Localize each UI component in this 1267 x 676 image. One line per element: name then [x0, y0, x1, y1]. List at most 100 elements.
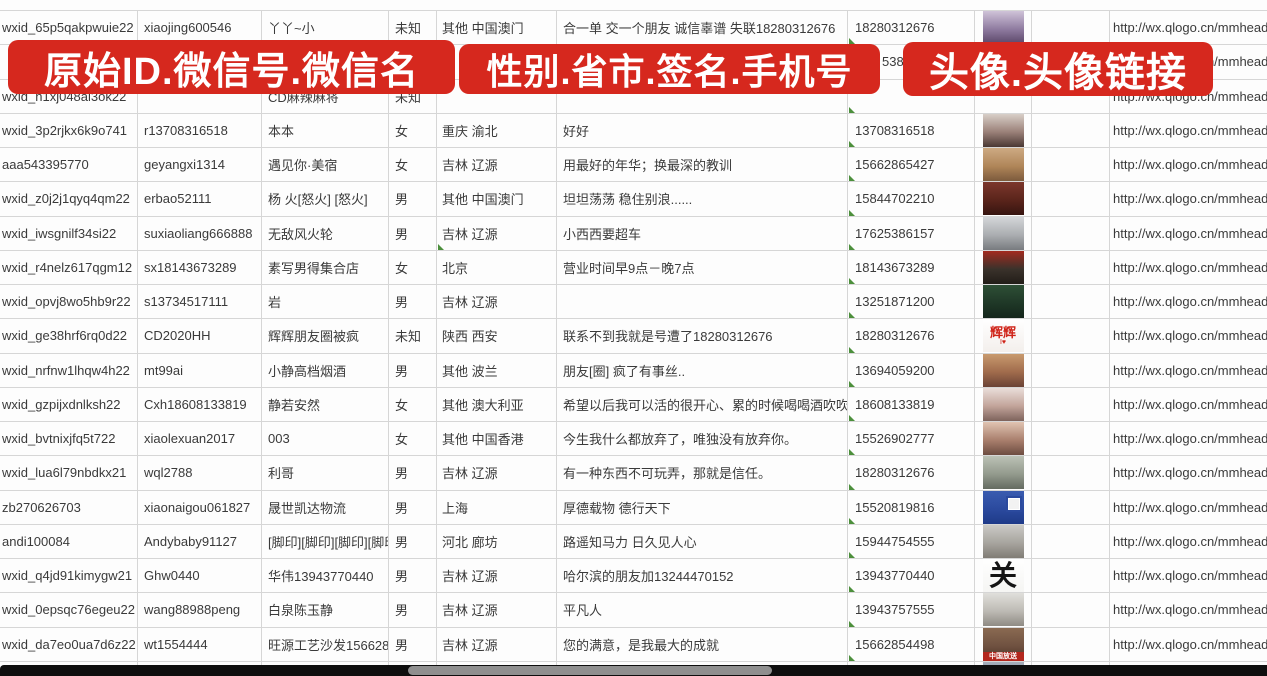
region-cell[interactable]	[437, 79, 557, 113]
spacer-cell[interactable]	[1032, 11, 1110, 45]
region-cell[interactable]: 吉林 辽源	[437, 285, 557, 319]
nickname-cell[interactable]: 本本	[262, 113, 389, 147]
region-cell[interactable]: 其他 中国澳门	[437, 182, 557, 216]
wechat-id-cell[interactable]: CD2020HH	[138, 319, 262, 353]
spacer-cell[interactable]	[1032, 319, 1110, 353]
signature-cell[interactable]: 坦坦荡荡 稳住别浪......	[557, 182, 848, 216]
phone-cell[interactable]: 13694059200	[848, 353, 975, 387]
avatar-link-cell[interactable]: http://wx.qlogo.cn/mmhead	[1113, 225, 1267, 241]
spacer-cell[interactable]	[1032, 524, 1110, 558]
gender-cell[interactable]: 男	[389, 559, 437, 593]
region-cell[interactable]: 吉林 辽源	[437, 148, 557, 182]
gender-cell[interactable]: 男	[389, 627, 437, 661]
nickname-cell[interactable]: 晟世凯达物流	[262, 490, 389, 524]
phone-cell[interactable]: 13251871200	[848, 285, 975, 319]
gender-cell[interactable]: 未知	[389, 319, 437, 353]
signature-cell[interactable]: 有一种东西不可玩弄，那就是信任。	[557, 456, 848, 490]
spacer-cell[interactable]	[1032, 353, 1110, 387]
avatar-link-cell[interactable]: http://wx.qlogo.cn/mmhead	[1113, 259, 1267, 275]
signature-cell[interactable]: 哈尔滨的朋友加13244470152	[557, 559, 848, 593]
spacer-cell[interactable]	[1032, 593, 1110, 627]
phone-cell[interactable]: 13943770440	[848, 559, 975, 593]
avatar-link-cell[interactable]: http://wx.qlogo.cn/mmhead	[1113, 191, 1267, 207]
wechat-id-cell[interactable]: erbao52111	[138, 182, 262, 216]
gender-cell[interactable]: 男	[389, 285, 437, 319]
wxid-cell[interactable]: wxid_z0j2j1qyq4qm22	[0, 182, 138, 216]
avatar-cell[interactable]	[975, 11, 1032, 45]
avatar-link-cell[interactable]: http://wx.qlogo.cn/mmhead	[1113, 568, 1267, 584]
nickname-cell[interactable]: 无敌风火轮	[262, 216, 389, 250]
avatar-link-cell[interactable]: http://wx.qlogo.cn/mmhead	[1113, 396, 1267, 412]
signature-cell[interactable]: 厚德载物 德行天下	[557, 490, 848, 524]
wxid-cell[interactable]: wxid_65p5qakpwuie22	[0, 11, 138, 45]
nickname-cell[interactable]: 遇见你·美宿	[262, 148, 389, 182]
nickname-cell[interactable]: 小静高档烟酒	[262, 353, 389, 387]
phone-cell[interactable]: 17625386157	[848, 216, 975, 250]
gender-cell[interactable]: 男	[389, 490, 437, 524]
wxid-cell[interactable]: andi100084	[0, 524, 138, 558]
nickname-cell[interactable]: [脚印][脚印][脚印][脚印][脚印]	[262, 524, 389, 558]
nickname-cell[interactable]: 静若安然	[262, 387, 389, 421]
avatar-cell[interactable]: 辉辉 I♥	[975, 319, 1032, 353]
wechat-id-cell[interactable]: Ghw0440	[138, 559, 262, 593]
signature-cell[interactable]: 朋友[圈] 疯了有事丝..	[557, 353, 848, 387]
phone-cell[interactable]: 18143673289	[848, 250, 975, 284]
wechat-id-cell[interactable]: xiaojing600546	[138, 11, 262, 45]
wxid-cell[interactable]: wxid_nrfnw1lhqw4h22	[0, 353, 138, 387]
region-cell[interactable]: 吉林 辽源	[437, 456, 557, 490]
spacer-cell[interactable]	[1032, 456, 1110, 490]
avatar-cell[interactable]: 关	[975, 559, 1032, 593]
gender-cell[interactable]: 男	[389, 593, 437, 627]
wechat-id-cell[interactable]: wql2788	[138, 456, 262, 490]
nickname-cell[interactable]: 旺源工艺沙发15662854	[262, 627, 389, 661]
avatar-cell[interactable]	[975, 456, 1032, 490]
gender-cell[interactable]: 男	[389, 216, 437, 250]
avatar-link-cell[interactable]: http://wx.qlogo.cn/mmhead	[1113, 431, 1267, 447]
wxid-cell[interactable]: wxid_bvtnixjfq5t722	[0, 422, 138, 456]
wxid-cell[interactable]: wxid_r4nelz617qgm12	[0, 250, 138, 284]
scrollbar-thumb[interactable]	[408, 666, 772, 675]
avatar-link-cell[interactable]: http://wx.qlogo.cn/mmhead	[1113, 294, 1267, 310]
avatar-link-cell[interactable]: http://wx.qlogo.cn/mmhead	[1113, 636, 1267, 652]
spacer-cell[interactable]	[1032, 148, 1110, 182]
phone-cell[interactable]: 15844702210	[848, 182, 975, 216]
phone-cell[interactable]: 18608133819	[848, 387, 975, 421]
signature-cell[interactable]	[557, 79, 848, 113]
phone-cell[interactable]	[848, 79, 975, 113]
signature-cell[interactable]	[557, 285, 848, 319]
signature-cell[interactable]: 希望以后我可以活的很开心、累的时候喝喝酒吹吹[	[557, 387, 848, 421]
wxid-cell[interactable]: wxid_q4jd91kimygw21	[0, 559, 138, 593]
signature-cell[interactable]: 用最好的年华；换最深的教训	[557, 148, 848, 182]
gender-cell[interactable]: 男	[389, 456, 437, 490]
wxid-cell[interactable]: wxid_ge38hrf6rq0d22	[0, 319, 138, 353]
region-cell[interactable]: 吉林 辽源	[437, 593, 557, 627]
signature-cell[interactable]: 您的满意，是我最大的成就	[557, 627, 848, 661]
avatar-link-cell[interactable]: http://wx.qlogo.cn/mmhead	[1113, 157, 1267, 173]
nickname-cell[interactable]: 岩	[262, 285, 389, 319]
avatar-cell[interactable]	[975, 593, 1032, 627]
signature-cell[interactable]: 路遥知马力 日久见人心	[557, 524, 848, 558]
region-cell[interactable]: 其他 波兰	[437, 353, 557, 387]
wechat-id-cell[interactable]: Cxh18608133819	[138, 387, 262, 421]
gender-cell[interactable]: 男	[389, 524, 437, 558]
avatar-link-cell[interactable]: http://wx.qlogo.cn/mmhead	[1113, 328, 1267, 344]
phone-cell[interactable]: 15662854498	[848, 627, 975, 661]
region-cell[interactable]: 河北 廊坊	[437, 524, 557, 558]
nickname-cell[interactable]: 华伟13943770440	[262, 559, 389, 593]
nickname-cell[interactable]: 003	[262, 422, 389, 456]
spacer-cell[interactable]	[1032, 113, 1110, 147]
region-cell[interactable]: 吉林 辽源	[437, 216, 557, 250]
spacer-cell[interactable]	[1032, 422, 1110, 456]
signature-cell[interactable]: 平凡人	[557, 593, 848, 627]
wxid-cell[interactable]: zb270626703	[0, 490, 138, 524]
region-cell[interactable]: 北京	[437, 250, 557, 284]
phone-cell[interactable]: 13943757555	[848, 593, 975, 627]
nickname-cell[interactable]: 辉辉朋友圈被疯	[262, 319, 389, 353]
nickname-cell[interactable]: 白泉陈玉静	[262, 593, 389, 627]
gender-cell[interactable]: 男	[389, 353, 437, 387]
wxid-cell[interactable]: wxid_opvj8wo5hb9r22	[0, 285, 138, 319]
phone-cell[interactable]: 15662865427	[848, 148, 975, 182]
avatar-cell[interactable]	[975, 182, 1032, 216]
avatar-cell[interactable]	[975, 148, 1032, 182]
spacer-cell[interactable]	[1032, 559, 1110, 593]
